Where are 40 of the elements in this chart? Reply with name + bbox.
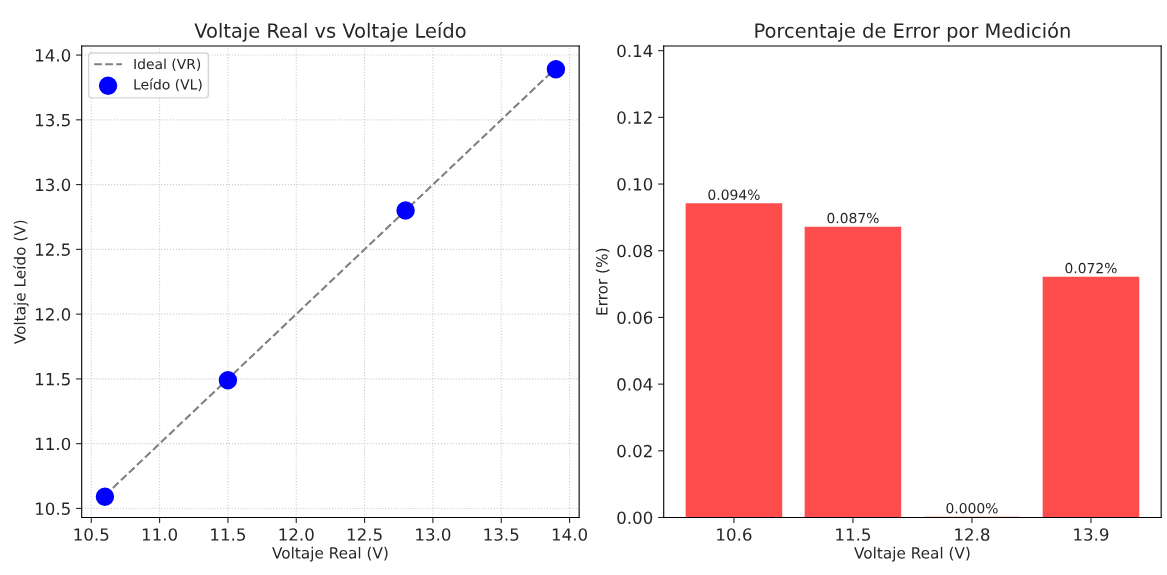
x-axis-title: Voltaje Real (V) <box>272 546 388 562</box>
x-tick-label: 12.0 <box>279 528 314 541</box>
x-tick-label: 13.5 <box>484 528 519 541</box>
chart-title: Voltaje Real vs Voltaje Leído <box>194 22 466 42</box>
y-tick-label: 12.0 <box>35 308 71 321</box>
x-tick-label: 11.5 <box>211 528 246 541</box>
data-label: 0.087% <box>827 212 879 224</box>
x-tick-label: 12.5 <box>347 528 382 541</box>
x-axis-title: Voltaje Real (V) <box>854 546 970 562</box>
x-tick-label: 13.9 <box>1074 528 1109 541</box>
x-tick-label: 12.8 <box>955 528 990 541</box>
y-axis-title: Error (%) <box>595 248 610 315</box>
y-tick-label: 11.0 <box>35 437 71 451</box>
x-tick-label: 10.5 <box>74 528 109 541</box>
y-tick-label: 10.5 <box>35 502 70 515</box>
x-tick-label: 14.0 <box>552 528 588 541</box>
y-tick-label: 0.10 <box>617 178 653 191</box>
y-tick-label: 14.0 <box>35 49 71 62</box>
y-tick-label: 13.0 <box>35 178 71 192</box>
y-tick-label: 12.5 <box>35 243 70 256</box>
y-tick-label: 0.14 <box>617 44 653 58</box>
y-tick-label: 0.00 <box>617 511 653 525</box>
y-axis-title: Voltaje Leído (V) <box>13 220 29 345</box>
x-tick-label: 10.6 <box>717 528 752 541</box>
y-tick-label: 0.06 <box>617 311 653 324</box>
data-label: 0.094% <box>708 189 760 200</box>
x-tick-label: 11.5 <box>836 528 871 541</box>
y-tick-label: 0.12 <box>617 111 652 124</box>
legend-label: Leído (VL) <box>134 78 202 92</box>
x-tick-label: 11.0 <box>142 528 178 541</box>
chart-title: Porcentaje de Error por Medición <box>755 22 1070 42</box>
y-tick-label: 11.5 <box>35 373 70 386</box>
y-tick-label: 13.5 <box>35 113 70 127</box>
y-tick-label: 0.02 <box>617 444 652 458</box>
x-tick-label: 13.0 <box>416 528 451 541</box>
data-label: 0.072% <box>1065 262 1117 274</box>
legend-label: Ideal (VR) <box>134 58 201 71</box>
y-tick-label: 0.08 <box>617 244 653 258</box>
data-label: 0.000% <box>946 502 998 514</box>
y-tick-label: 0.04 <box>617 378 653 391</box>
